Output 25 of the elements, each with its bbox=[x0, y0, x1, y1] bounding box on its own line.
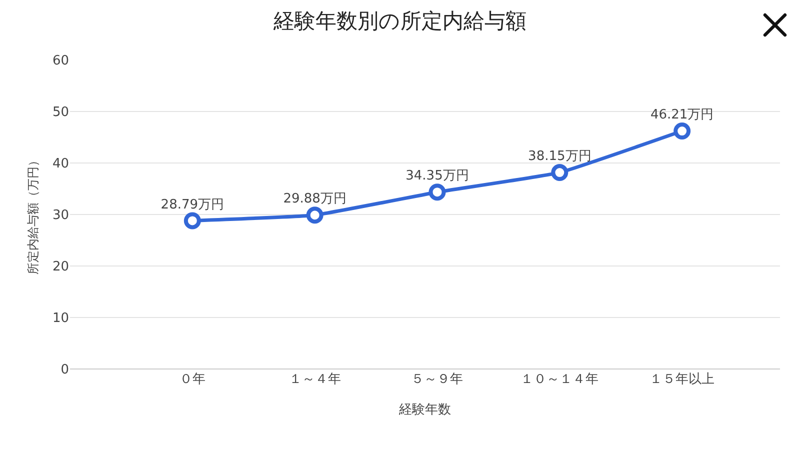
data-label: 34.35万円 bbox=[406, 168, 469, 184]
x-tick-label: ０年 bbox=[179, 372, 206, 387]
x-tick-label: １～４年 bbox=[288, 372, 341, 387]
y-tick-label: 60 bbox=[52, 54, 69, 69]
x-tick-label: １０～１４年 bbox=[520, 372, 599, 387]
y-tick-label: 10 bbox=[52, 311, 69, 326]
data-label: 29.88万円 bbox=[283, 192, 346, 207]
data-label: 46.21万円 bbox=[650, 108, 714, 123]
point bbox=[306, 206, 324, 224]
y-axis-title: 所定内給与額（万円） bbox=[26, 154, 40, 274]
x-axis-title: 経験年数 bbox=[398, 402, 451, 418]
chart-title: 経験年数別の所定内給与額 bbox=[272, 8, 526, 33]
point bbox=[674, 122, 691, 140]
point bbox=[184, 212, 201, 230]
x-tick-label: ５～９年 bbox=[411, 372, 464, 387]
x-tick-label: １５年以上 bbox=[650, 372, 715, 387]
y-tick-label: 30 bbox=[52, 208, 69, 224]
y-tick-label: 50 bbox=[52, 105, 69, 120]
data-label: 38.15万円 bbox=[528, 149, 592, 164]
point bbox=[428, 184, 446, 201]
data-label: 28.79万円 bbox=[160, 197, 224, 212]
point bbox=[551, 164, 568, 182]
y-tick-label: 40 bbox=[52, 156, 69, 172]
y-tick-label: 0 bbox=[60, 362, 69, 378]
y-tick-label: 20 bbox=[52, 260, 69, 275]
